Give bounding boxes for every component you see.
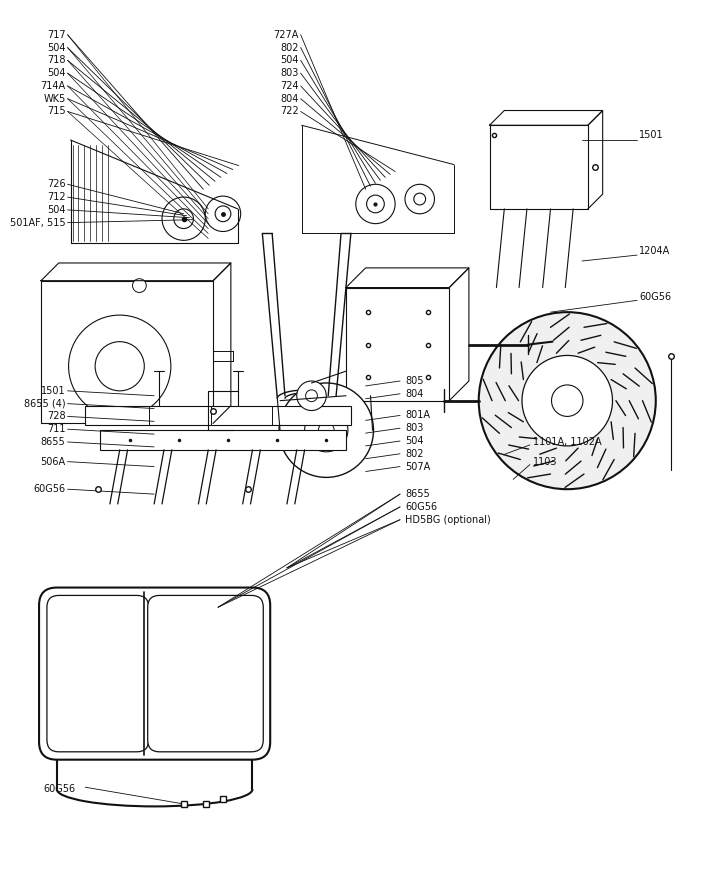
Text: 1101A, 1102A: 1101A, 1102A bbox=[533, 437, 602, 447]
Text: 501AF, 515: 501AF, 515 bbox=[10, 218, 65, 228]
Text: 504: 504 bbox=[47, 42, 65, 53]
Text: 803: 803 bbox=[405, 423, 423, 433]
Circle shape bbox=[522, 355, 612, 446]
Text: 504: 504 bbox=[47, 68, 65, 78]
Circle shape bbox=[479, 312, 656, 490]
Text: 504: 504 bbox=[47, 205, 65, 215]
Text: 717: 717 bbox=[47, 30, 65, 40]
Circle shape bbox=[405, 184, 435, 213]
Text: 728: 728 bbox=[47, 411, 65, 422]
Text: 504: 504 bbox=[405, 436, 423, 446]
Text: 722: 722 bbox=[280, 107, 299, 116]
Circle shape bbox=[174, 209, 194, 228]
Circle shape bbox=[215, 206, 231, 221]
Text: 715: 715 bbox=[47, 107, 65, 116]
Circle shape bbox=[279, 383, 373, 477]
Text: WK5: WK5 bbox=[44, 93, 65, 104]
Circle shape bbox=[95, 341, 145, 391]
Text: 507A: 507A bbox=[405, 461, 430, 472]
Text: 60G56: 60G56 bbox=[43, 784, 75, 794]
Text: 8655: 8655 bbox=[405, 490, 430, 499]
Text: 804: 804 bbox=[280, 93, 299, 104]
Circle shape bbox=[133, 279, 146, 293]
Text: 504: 504 bbox=[280, 56, 299, 65]
Text: 724: 724 bbox=[280, 81, 299, 91]
Text: 727A: 727A bbox=[273, 30, 299, 40]
Text: 1501: 1501 bbox=[41, 385, 65, 396]
Circle shape bbox=[305, 390, 317, 401]
Circle shape bbox=[205, 196, 241, 231]
Bar bbox=[85, 406, 351, 425]
Circle shape bbox=[305, 408, 348, 452]
Text: 726: 726 bbox=[47, 179, 65, 190]
Text: 8655 (4): 8655 (4) bbox=[24, 399, 65, 408]
Text: 712: 712 bbox=[47, 192, 65, 202]
FancyBboxPatch shape bbox=[47, 595, 149, 751]
Text: 1501: 1501 bbox=[639, 131, 663, 140]
Bar bbox=[100, 430, 346, 450]
FancyBboxPatch shape bbox=[147, 595, 263, 751]
Text: 805: 805 bbox=[405, 376, 423, 386]
Text: 802: 802 bbox=[280, 42, 299, 53]
Circle shape bbox=[69, 315, 171, 417]
Text: 506A: 506A bbox=[41, 457, 65, 467]
Text: 711: 711 bbox=[47, 424, 65, 434]
Text: 714A: 714A bbox=[41, 81, 65, 91]
Circle shape bbox=[319, 422, 334, 438]
Text: 1103: 1103 bbox=[533, 457, 557, 467]
Circle shape bbox=[297, 381, 326, 410]
Circle shape bbox=[162, 197, 205, 241]
Text: 60G56: 60G56 bbox=[639, 293, 671, 303]
Text: 8655: 8655 bbox=[41, 437, 65, 447]
Circle shape bbox=[366, 195, 384, 213]
FancyBboxPatch shape bbox=[39, 587, 270, 759]
Text: 802: 802 bbox=[405, 449, 423, 459]
Text: 60G56: 60G56 bbox=[405, 502, 437, 512]
Text: 804: 804 bbox=[405, 389, 423, 399]
Text: HD5BG (optional): HD5BG (optional) bbox=[405, 515, 491, 525]
Text: 1204A: 1204A bbox=[639, 246, 670, 256]
Text: 718: 718 bbox=[47, 56, 65, 65]
Text: 801A: 801A bbox=[405, 410, 430, 421]
Text: 60G56: 60G56 bbox=[34, 484, 65, 494]
Bar bbox=[41, 280, 213, 423]
Circle shape bbox=[356, 184, 395, 224]
Circle shape bbox=[552, 385, 583, 416]
Text: 803: 803 bbox=[280, 68, 299, 78]
Bar bbox=[346, 288, 449, 400]
Circle shape bbox=[413, 193, 425, 205]
